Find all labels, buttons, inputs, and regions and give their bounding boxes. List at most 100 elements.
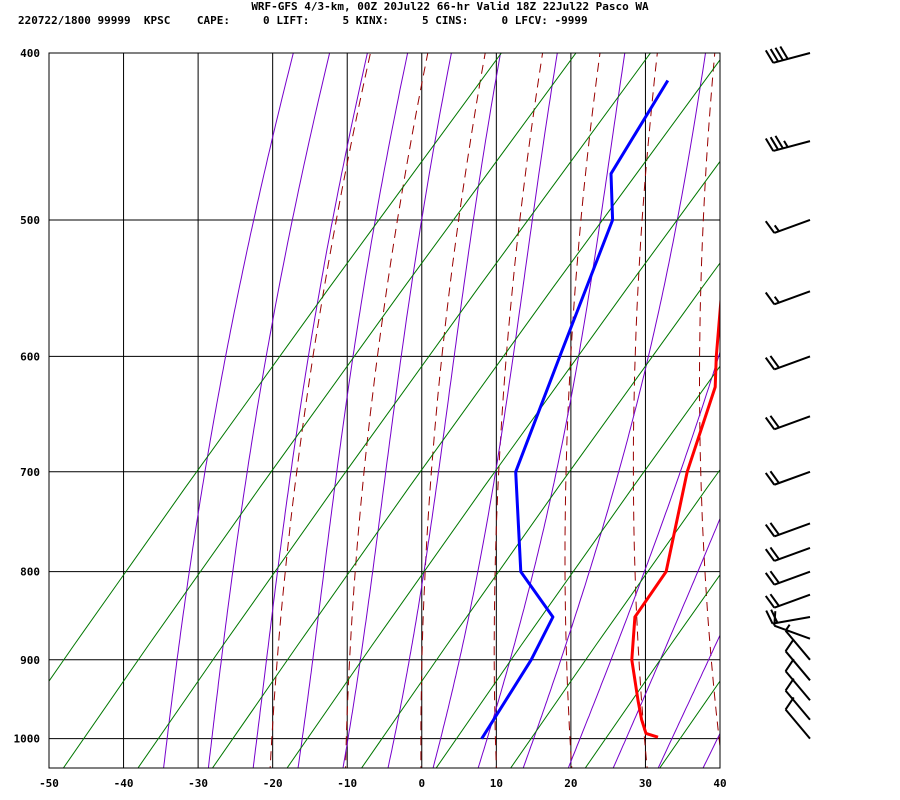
wind-barb-flag	[774, 135, 784, 149]
wind-barb	[764, 593, 811, 609]
wind-barb-flag	[764, 291, 776, 305]
moist-adiabat-line	[702, 732, 720, 768]
wind-barb-flag	[770, 609, 779, 624]
dry-adiabat-line	[886, 15, 900, 776]
y-tick-label: 700	[20, 466, 40, 479]
wind-barb-half-flag	[773, 224, 780, 232]
wind-barb	[764, 570, 811, 586]
lfcv-value: LFCV: -9999	[514, 14, 588, 27]
cape-value: CAPE: 0	[196, 14, 270, 27]
wind-barb	[765, 609, 811, 625]
wind-barb-flag	[764, 416, 776, 430]
moist-adiabat-line	[207, 53, 331, 768]
x-tick-label: 0	[418, 777, 425, 790]
kinx-value: KINX: 5	[355, 14, 429, 27]
dry-adiabat-line	[420, 53, 486, 768]
wind-barb-staff	[784, 689, 811, 721]
wind-barb-staff	[773, 415, 811, 431]
wind-barb-flag	[765, 610, 774, 625]
mixing-ratio-line	[286, 160, 720, 768]
wind-barb	[764, 355, 811, 371]
wind-barb-flag	[779, 45, 789, 60]
x-tick-label: -50	[39, 777, 59, 790]
dry-adiabat-line	[826, 15, 875, 776]
dry-adiabat-line	[632, 53, 658, 768]
wind-barb-half-flag	[783, 140, 789, 148]
x-tick-label: 30	[639, 777, 652, 790]
dry-adiabat-line	[493, 53, 544, 768]
moist-adiabat-line	[163, 53, 294, 768]
x-tick-label: 10	[490, 777, 503, 790]
wind-barb-staff	[773, 355, 811, 371]
wind-barb-flag	[784, 658, 795, 672]
dry-adiabat-line	[564, 53, 601, 768]
mixing-ratio-line	[510, 468, 720, 768]
dry-adiabat-line	[345, 53, 429, 768]
y-tick-label: 800	[20, 566, 40, 579]
wind-barb-staff	[773, 52, 811, 64]
chart-title: WRF-GFS 4/3-km, 00Z 20Jul22 66-hr Valid …	[251, 0, 649, 13]
y-tick-label: 400	[20, 47, 40, 60]
moist-adiabat-line	[297, 53, 409, 768]
x-tick-label: -30	[188, 777, 208, 790]
y-tick-label: 500	[20, 214, 40, 227]
wind-barb-flag	[764, 524, 776, 537]
wind-barb-flag	[769, 593, 780, 607]
wind-barb-flag	[764, 595, 776, 609]
x-tick-label: -20	[263, 777, 283, 790]
wind-barb-half-flag	[773, 296, 780, 304]
x-tick-label: -10	[337, 777, 357, 790]
wind-barb-flag	[764, 472, 776, 486]
wind-barb	[764, 135, 811, 152]
axis-tick-labels: -50 -40 -30 -20 -10 0 10 20 30 40 400 500 600 700 800 9…	[14, 47, 727, 790]
sounding-profiles	[480, 79, 720, 740]
mixing-ratio-line	[49, 53, 502, 683]
wind-barb-flag	[769, 522, 780, 536]
wind-barb-flag	[769, 470, 780, 484]
moist-adiabat-line	[657, 634, 720, 768]
mixing-ratio-line	[360, 262, 720, 768]
sounding-info: 220722/1800 99999 KPSC CAPE: 0 LIFT: 5 K…	[18, 14, 588, 27]
y-tick-label: 1000	[14, 733, 41, 746]
x-tick-label: 20	[564, 777, 577, 790]
moist-adiabat-line	[744, 15, 900, 776]
mixing-ratio-line	[211, 59, 720, 768]
wind-barb	[764, 470, 811, 486]
wind-barb-flag	[769, 570, 780, 584]
moist-adiabat-line	[252, 53, 368, 768]
wind-barb-flag	[784, 638, 795, 652]
station-id: 220722/1800 99999 KPSC	[18, 14, 171, 27]
mixing-ratio-line	[435, 365, 720, 768]
cins-value: CINS: 0	[435, 14, 509, 27]
wind-barb-flag	[764, 49, 775, 64]
wind-barb	[764, 522, 811, 538]
wind-barb	[764, 546, 811, 562]
wind-barb	[764, 45, 811, 64]
wind-barb-staff	[773, 219, 811, 234]
wind-barb-staff	[773, 140, 811, 152]
wind-barbs	[764, 45, 811, 740]
moist-adiabat-line	[387, 53, 502, 768]
wind-barb-staff	[784, 708, 811, 740]
wind-barb-staff	[773, 570, 811, 586]
moist-adiabat-line	[522, 53, 707, 768]
x-tick-label: -40	[114, 777, 134, 790]
wind-barb	[764, 415, 811, 431]
wind-barb	[784, 658, 811, 701]
wind-barb-staff	[784, 650, 811, 681]
moist-adiabat-line	[612, 517, 720, 768]
mixing-ratio-line	[62, 53, 577, 768]
mixing-ratio-line	[137, 53, 652, 768]
y-tick-label: 900	[20, 654, 40, 667]
y-tick-label: 600	[20, 350, 40, 363]
wind-barb-flag	[764, 220, 776, 234]
wind-barb-staff	[773, 470, 811, 486]
wind-barb-flag	[764, 548, 776, 562]
dry-adiabat-line	[269, 53, 371, 768]
wind-barb-staff	[773, 624, 811, 640]
moist-adiabat-line	[432, 53, 558, 768]
wind-barb-staff	[784, 670, 811, 701]
wind-barb-staff	[773, 290, 811, 306]
wind-barb-staff	[772, 616, 811, 625]
wind-barb-flag	[764, 357, 776, 370]
